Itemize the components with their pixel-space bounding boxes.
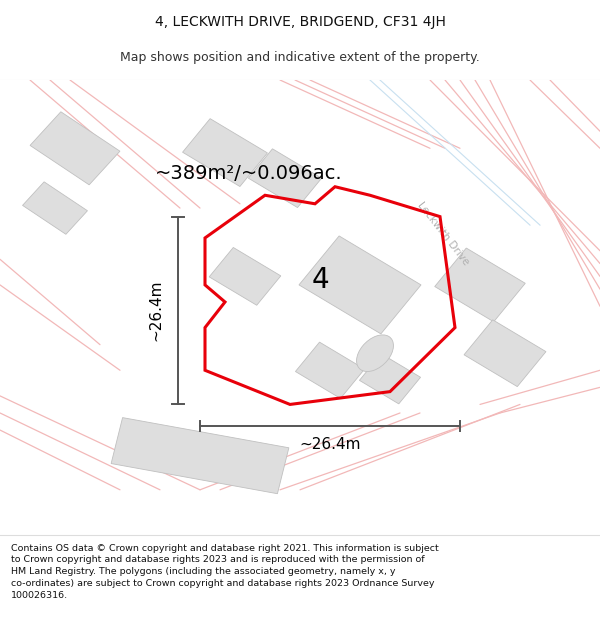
Polygon shape (464, 320, 546, 387)
Ellipse shape (356, 335, 394, 371)
Polygon shape (295, 342, 365, 398)
Polygon shape (248, 149, 322, 208)
Polygon shape (359, 354, 421, 404)
Text: Contains OS data © Crown copyright and database right 2021. This information is : Contains OS data © Crown copyright and d… (11, 544, 439, 600)
Polygon shape (209, 248, 281, 305)
Polygon shape (23, 182, 88, 234)
Polygon shape (299, 236, 421, 334)
Polygon shape (111, 418, 289, 494)
Text: 4: 4 (311, 266, 329, 294)
Polygon shape (30, 112, 120, 185)
Text: ~26.4m: ~26.4m (299, 437, 361, 452)
Text: ~26.4m: ~26.4m (149, 280, 163, 341)
Text: Map shows position and indicative extent of the property.: Map shows position and indicative extent… (120, 51, 480, 64)
Polygon shape (182, 119, 268, 186)
Text: ~389m²/~0.096ac.: ~389m²/~0.096ac. (155, 164, 343, 183)
Text: Leckwith Drive: Leckwith Drive (415, 200, 470, 268)
Polygon shape (435, 248, 525, 322)
Text: 4, LECKWITH DRIVE, BRIDGEND, CF31 4JH: 4, LECKWITH DRIVE, BRIDGEND, CF31 4JH (155, 14, 445, 29)
